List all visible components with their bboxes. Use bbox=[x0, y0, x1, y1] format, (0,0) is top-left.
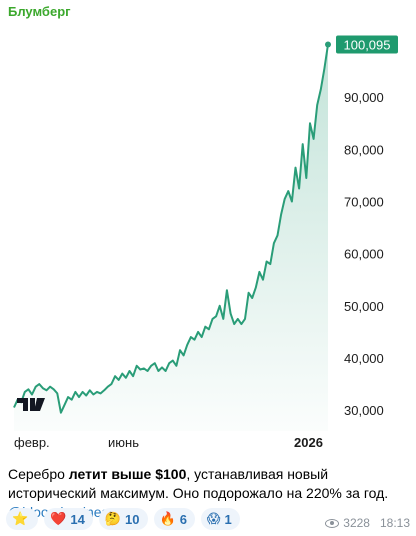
caption-part2: , устанавливая новый исторический максим… bbox=[8, 466, 389, 501]
x-tick-label: 2026 bbox=[294, 435, 323, 450]
y-tick-label: 40,000 bbox=[344, 351, 384, 366]
last-value-badge bbox=[336, 35, 398, 54]
price-area-fill bbox=[14, 44, 328, 431]
reactions-bar: ⭐ ❤️ 14 🤔 10 🔥 6 😱 1 bbox=[6, 508, 240, 530]
reaction-count: 6 bbox=[179, 511, 187, 527]
y-tick-label: 60,000 bbox=[344, 247, 384, 262]
y-tick-label: 80,000 bbox=[344, 142, 384, 157]
y-tick-label: 50,000 bbox=[344, 299, 384, 314]
eye-icon bbox=[325, 518, 340, 528]
y-tick-label: 90,000 bbox=[344, 90, 384, 105]
caption-part1: Серебро bbox=[8, 466, 69, 482]
reaction-thinking[interactable]: 🤔 10 bbox=[98, 508, 148, 530]
thinking-face-icon: 🤔 bbox=[104, 511, 122, 526]
x-tick-label: февр. bbox=[14, 435, 50, 450]
silver-price-chart: 30,000 40,000 50,000 60,000 70,000 80,000 90,0… bbox=[13, 35, 398, 450]
message-meta: 3228 18:13 bbox=[325, 516, 410, 530]
reaction-fire[interactable]: 🔥 6 bbox=[153, 508, 195, 530]
y-tick-label: 70,000 bbox=[344, 195, 384, 210]
reaction-star[interactable]: ⭐ bbox=[6, 508, 39, 530]
reaction-scream[interactable]: 😱 1 bbox=[200, 508, 240, 530]
heart-icon: ❤️ bbox=[50, 511, 67, 526]
fire-icon: 🔥 bbox=[159, 511, 176, 526]
last-value-label: 100,095 bbox=[344, 38, 391, 53]
message-time: 18:13 bbox=[379, 516, 410, 530]
price-line bbox=[13, 44, 329, 414]
reaction-count: 1 bbox=[224, 511, 232, 527]
tradingview-logo-icon bbox=[17, 398, 45, 411]
reaction-heart[interactable]: ❤️ 14 bbox=[44, 508, 93, 530]
x-tick-label: июнь bbox=[108, 435, 139, 450]
view-count: 3228 bbox=[343, 516, 370, 530]
reaction-count: 14 bbox=[70, 511, 85, 527]
chart-image[interactable]: 30,000 40,000 50,000 60,000 70,000 80,000 90,0… bbox=[0, 26, 416, 456]
last-point-dot bbox=[325, 41, 331, 48]
channel-name[interactable]: Блумберг bbox=[8, 4, 71, 19]
star-icon: ⭐ bbox=[12, 511, 29, 526]
screaming-face-icon: 😱 bbox=[206, 511, 221, 526]
reaction-count: 10 bbox=[125, 511, 140, 527]
y-tick-label: 30,000 bbox=[344, 403, 384, 418]
caption-bold: летит выше $100 bbox=[68, 466, 187, 482]
